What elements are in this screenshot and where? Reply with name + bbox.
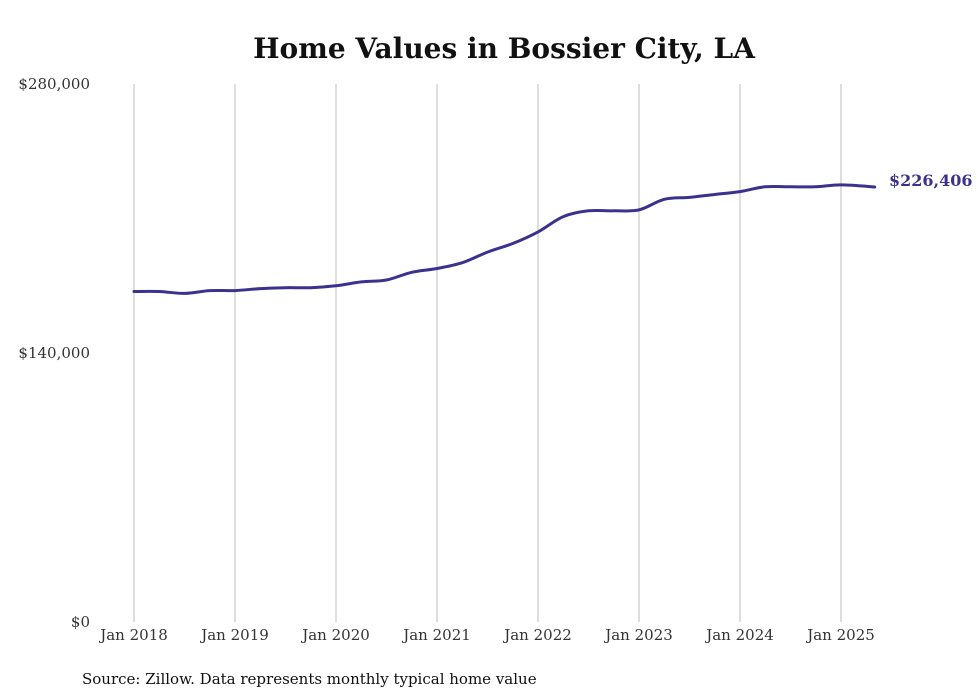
x-tick-label: Jan 2023: [603, 626, 673, 644]
x-tick-label: Jan 2024: [704, 626, 774, 644]
x-tick-label: Jan 2021: [401, 626, 471, 644]
series-layer: [132, 183, 877, 295]
x-tick-label: Jan 2020: [300, 626, 370, 644]
gridlines: [133, 84, 842, 622]
y-tick-label: $280,000: [18, 75, 90, 93]
y-axis-ticks: $0 $140,000 $280,000: [18, 75, 90, 631]
y-tick-label: $140,000: [18, 344, 90, 362]
end-value-label: $226,406: [889, 171, 973, 190]
x-axis-ticks: Jan 2018 Jan 2019 Jan 2020 Jan 2021 Jan 2022…: [98, 626, 875, 644]
chart-title: Home Values in Bossier City, LA: [253, 32, 756, 65]
x-tick-label: Jan 2018: [98, 626, 168, 644]
x-tick-label: Jan 2025: [805, 626, 875, 644]
y-tick-label: $0: [71, 613, 90, 631]
source-note: Source: Zillow. Data represents monthly …: [82, 670, 537, 688]
x-tick-label: Jan 2022: [502, 626, 572, 644]
series-line-0: [132, 183, 877, 295]
x-tick-label: Jan 2019: [199, 626, 269, 644]
